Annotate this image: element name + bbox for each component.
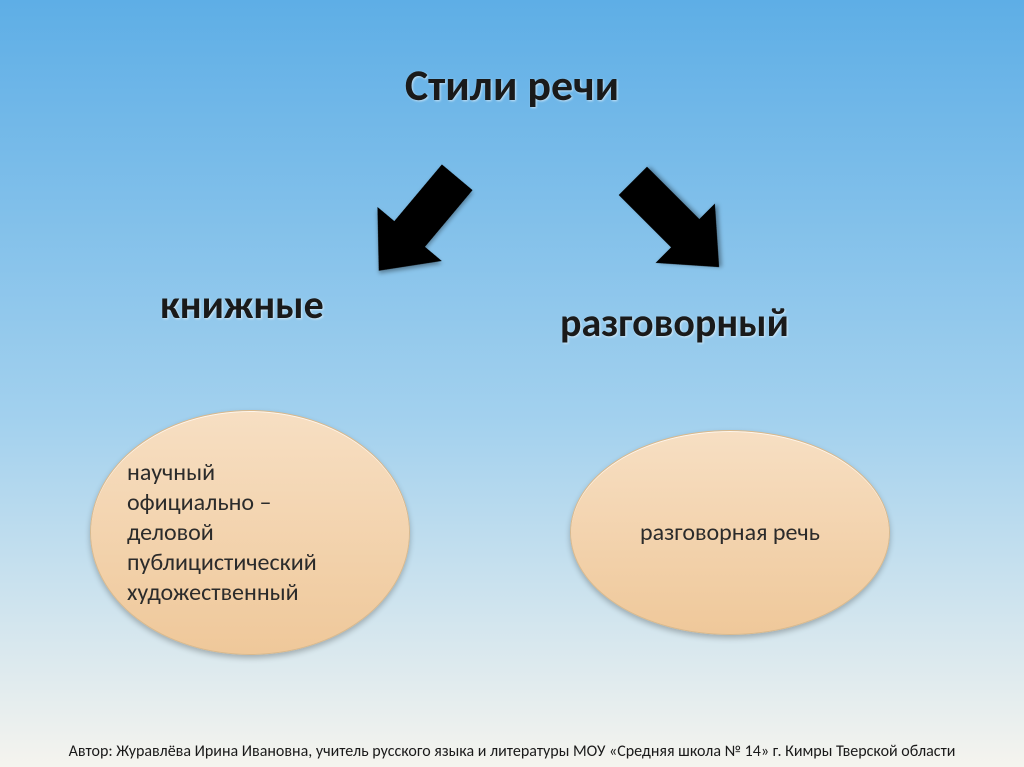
slide: Стили речи к [0, 0, 1024, 767]
subhead-right: разговорный [560, 298, 789, 347]
subhead-right-text: разговорный [560, 298, 789, 347]
ellipse-left-text: научныйофициально –деловойпублицистическ… [127, 458, 373, 608]
ellipse-right-text: разговорная речь [607, 518, 853, 548]
subhead-left-text: книжные [160, 280, 324, 329]
title-text: Стили речи [405, 58, 619, 112]
arrow-left-icon [320, 126, 516, 322]
arrow-right-icon [578, 126, 774, 322]
footer: Автор: Журавлёва Ирина Ивановна, учитель… [0, 742, 1024, 761]
ellipse-right: разговорная речь [570, 430, 890, 635]
footer-text: Автор: Журавлёва Ирина Ивановна, учитель… [69, 742, 956, 761]
ellipse-left: научныйофициально –деловойпублицистическ… [90, 410, 410, 655]
page-title: Стили речи [0, 58, 1024, 112]
subhead-left: книжные [160, 280, 324, 329]
